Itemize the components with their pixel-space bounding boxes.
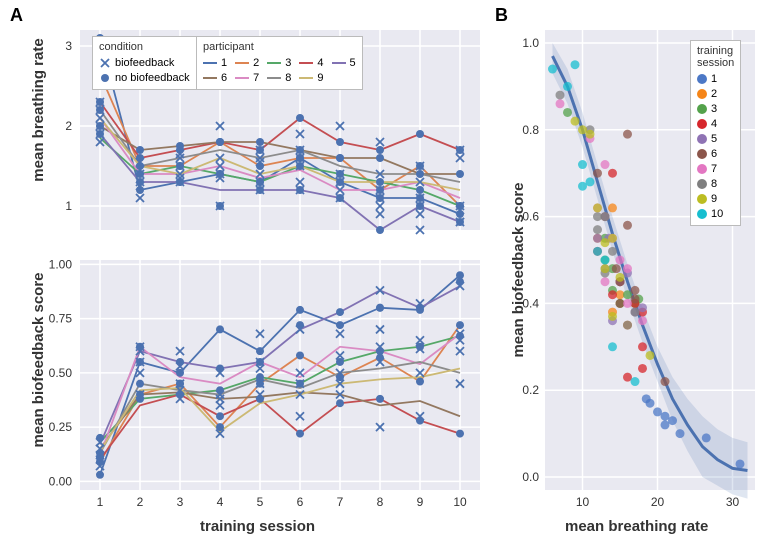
svg-text:10: 10 [576, 495, 590, 509]
panel-a-top-ylabel: mean breathing rate [30, 10, 47, 210]
panel-a-bottom-plot: 123456789100.000.250.500.751.00 [80, 260, 480, 490]
svg-text:20: 20 [651, 495, 665, 509]
svg-text:0.75: 0.75 [49, 312, 73, 326]
svg-text:9: 9 [417, 495, 424, 509]
svg-text:0.0: 0.0 [522, 470, 539, 484]
panel-b-ylabel: mean biofeedback score [510, 120, 527, 420]
svg-text:3: 3 [65, 39, 72, 53]
svg-text:4: 4 [217, 495, 224, 509]
panel-b-label: B [495, 5, 508, 26]
svg-text:10: 10 [453, 495, 467, 509]
svg-text:1: 1 [65, 199, 72, 213]
svg-text:7: 7 [337, 495, 344, 509]
svg-text:2: 2 [137, 495, 144, 509]
legend-training-session: training session12345678910 [690, 40, 741, 226]
svg-text:6: 6 [297, 495, 304, 509]
svg-text:1: 1 [97, 495, 104, 509]
legend-condition: conditionbiofeedbackno biofeedback [92, 36, 197, 90]
svg-text:0.25: 0.25 [49, 420, 73, 434]
svg-text:5: 5 [257, 495, 264, 509]
svg-text:1.00: 1.00 [49, 257, 73, 271]
svg-text:0.50: 0.50 [49, 366, 73, 380]
panel-a-xlabel: training session [200, 518, 315, 535]
svg-text:3: 3 [177, 495, 184, 509]
panel-a-label: A [10, 5, 23, 26]
panel-a-bottom-ylabel: mean biofeedback score [30, 245, 47, 475]
svg-text:0.00: 0.00 [49, 474, 73, 488]
svg-text:2: 2 [65, 119, 72, 133]
svg-text:8: 8 [377, 495, 384, 509]
panel-b-xlabel: mean breathing rate [565, 518, 708, 535]
legend-participant: participant123456789 [196, 36, 363, 90]
svg-text:30: 30 [726, 495, 740, 509]
svg-text:1.0: 1.0 [522, 36, 539, 50]
